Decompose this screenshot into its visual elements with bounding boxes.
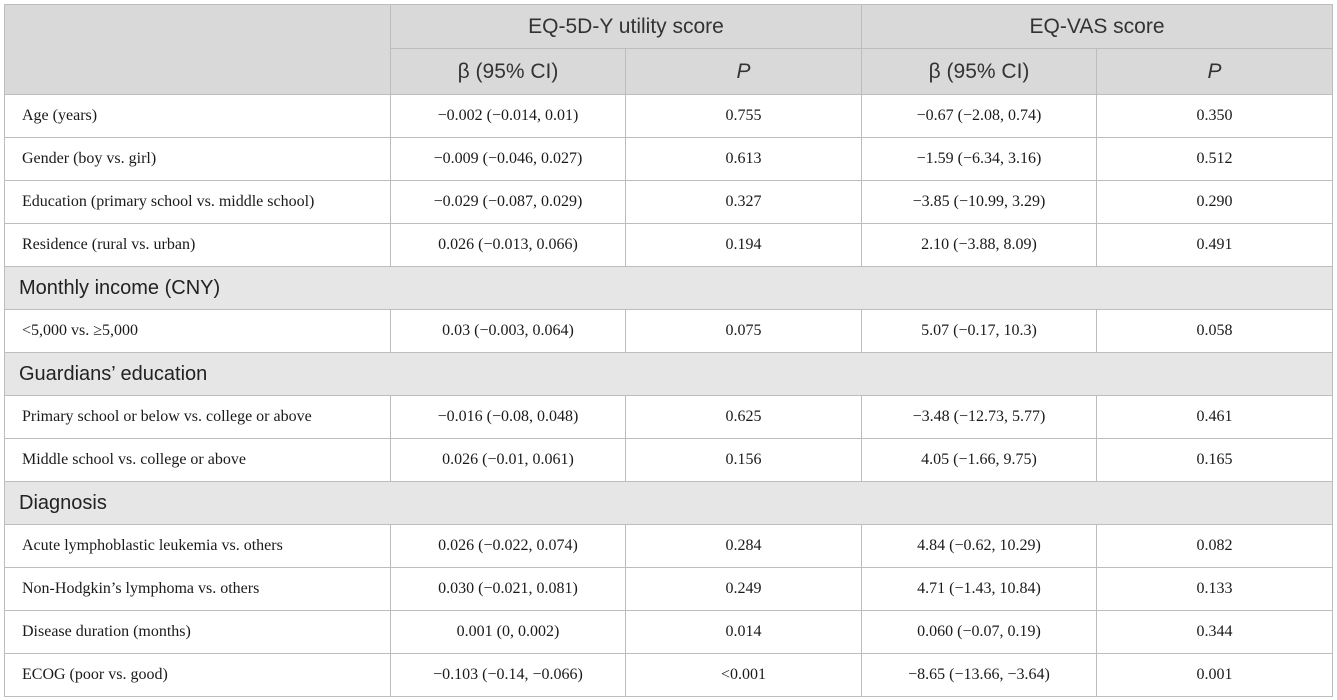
vas-p-cell: 0.344 <box>1096 610 1334 654</box>
row-label: Residence (rural vs. urban) <box>4 223 391 267</box>
utility-beta-ci-cell: −0.029 (−0.087, 0.029) <box>390 180 626 224</box>
vas-p-cell: 0.491 <box>1096 223 1334 267</box>
utility-beta-ci-cell: 0.026 (−0.01, 0.061) <box>390 438 626 482</box>
section-row: Guardians’ education <box>3 352 1334 396</box>
table-row: Disease duration (months) 0.001 (0, 0.002… <box>4 610 1334 654</box>
vas-p-cell: 0.082 <box>1096 524 1334 568</box>
table-row: <5,000 vs. ≥5,000 0.03 (−0.003, 0.064) 0.0… <box>4 309 1334 353</box>
vas-p-cell: 0.133 <box>1096 567 1334 611</box>
utility-p-cell: 0.327 <box>624 180 863 224</box>
utility-p-cell: 0.194 <box>624 223 863 267</box>
utility-beta-ci-cell: 0.026 (−0.013, 0.066) <box>390 223 626 267</box>
section-row: Monthly income (CNY) <box>3 266 1334 310</box>
utility-p-cell: 0.625 <box>624 395 863 439</box>
vas-p-cell: 0.290 <box>1096 180 1334 224</box>
utility-beta-ci-cell: 0.03 (−0.003, 0.064) <box>390 309 626 353</box>
section-label: Guardians’ education <box>3 352 1334 396</box>
vas-beta-ci-cell: −3.85 (−10.99, 3.29) <box>861 180 1098 224</box>
vas-p-cell: 0.001 <box>1096 653 1334 697</box>
utility-p-cell: 0.156 <box>624 438 863 482</box>
row-label: Disease duration (months) <box>4 610 391 654</box>
row-label: Age (years) <box>4 94 391 138</box>
vas-beta-ci-cell: −3.48 (−12.73, 5.77) <box>861 395 1098 439</box>
table-row: Primary school or below vs. college or a… <box>4 395 1334 439</box>
header-blank-cell <box>4 4 391 95</box>
row-label: Education (primary school vs. middle sch… <box>4 180 391 224</box>
section-label: Monthly income (CNY) <box>3 266 1334 310</box>
vas-beta-ci-cell: −1.59 (−6.34, 3.16) <box>861 137 1098 181</box>
table-row: Gender (boy vs. girl) −0.009 (−0.046, 0.0… <box>4 137 1334 181</box>
utility-beta-ci-cell: −0.016 (−0.08, 0.048) <box>390 395 626 439</box>
utility-p-cell: 0.249 <box>624 567 863 611</box>
section-row: Diagnosis <box>3 481 1334 525</box>
vas-beta-ci-cell: −8.65 (−13.66, −3.64) <box>861 653 1098 697</box>
utility-beta-ci-cell: 0.030 (−0.021, 0.081) <box>390 567 626 611</box>
table-row: Education (primary school vs. middle sch… <box>4 180 1334 224</box>
utility-beta-ci-cell: 0.026 (−0.022, 0.074) <box>390 524 626 568</box>
utility-p-cell: <0.001 <box>624 653 863 697</box>
utility-beta-ci-cell: −0.009 (−0.046, 0.027) <box>390 137 626 181</box>
row-label: Primary school or below vs. college or a… <box>4 395 391 439</box>
row-label: <5,000 vs. ≥5,000 <box>4 309 391 353</box>
vas-beta-ci-cell: 4.71 (−1.43, 10.84) <box>861 567 1098 611</box>
vas-p-cell: 0.350 <box>1096 94 1334 138</box>
utility-p-cell: 0.613 <box>624 137 863 181</box>
header-group-vas: EQ-VAS score <box>861 4 1334 49</box>
row-label: ECOG (poor vs. good) <box>4 653 391 697</box>
vas-beta-ci-cell: 4.05 (−1.66, 9.75) <box>861 438 1098 482</box>
header-vas-beta-ci: β (95% CI) <box>861 48 1098 95</box>
header-group-utility: EQ-5D-Y utility score <box>389 4 863 49</box>
vas-beta-ci-cell: 2.10 (−3.88, 8.09) <box>861 223 1098 267</box>
table-row: Residence (rural vs. urban) 0.026 (−0.013… <box>4 223 1334 267</box>
vas-beta-ci-cell: 0.060 (−0.07, 0.19) <box>861 610 1098 654</box>
table-row: ECOG (poor vs. good) −0.103 (−0.14, −0.06… <box>4 653 1334 697</box>
vas-p-cell: 0.165 <box>1096 438 1334 482</box>
header-vas-p: P <box>1096 48 1334 95</box>
row-label: Acute lymphoblastic leukemia vs. others <box>4 524 391 568</box>
regression-table: EQ-5D-Y utility score EQ-VAS score β (95… <box>3 4 1334 697</box>
utility-p-cell: 0.014 <box>624 610 863 654</box>
utility-p-cell: 0.075 <box>624 309 863 353</box>
vas-p-cell: 0.058 <box>1096 309 1334 353</box>
row-label: Middle school vs. college or above <box>4 438 391 482</box>
table-row: Middle school vs. college or above 0.026 … <box>4 438 1334 482</box>
table-row: Acute lymphoblastic leukemia vs. others 0… <box>4 524 1334 568</box>
row-label: Non-Hodgkin’s lymphoma vs. others <box>4 567 391 611</box>
utility-p-cell: 0.284 <box>624 524 863 568</box>
vas-beta-ci-cell: 4.84 (−0.62, 10.29) <box>861 524 1098 568</box>
vas-p-cell: 0.461 <box>1096 395 1334 439</box>
vas-beta-ci-cell: −0.67 (−2.08, 0.74) <box>861 94 1098 138</box>
section-label: Diagnosis <box>3 481 1334 525</box>
utility-beta-ci-cell: −0.002 (−0.014, 0.01) <box>390 94 626 138</box>
header-utility-p: P <box>624 48 863 95</box>
vas-beta-ci-cell: 5.07 (−0.17, 10.3) <box>861 309 1098 353</box>
table-body: Age (years) −0.002 (−0.014, 0.01) 0.755 −0.… <box>3 94 1334 697</box>
row-label: Gender (boy vs. girl) <box>4 137 391 181</box>
table-row: Non-Hodgkin’s lymphoma vs. others 0.030 (… <box>4 567 1334 611</box>
vas-p-cell: 0.512 <box>1096 137 1334 181</box>
utility-beta-ci-cell: 0.001 (0, 0.002) <box>390 610 626 654</box>
utility-p-cell: 0.755 <box>624 94 863 138</box>
header-utility-beta-ci: β (95% CI) <box>390 48 626 95</box>
utility-beta-ci-cell: −0.103 (−0.14, −0.066) <box>390 653 626 697</box>
table-row: Age (years) −0.002 (−0.014, 0.01) 0.755 −0.… <box>4 94 1334 138</box>
